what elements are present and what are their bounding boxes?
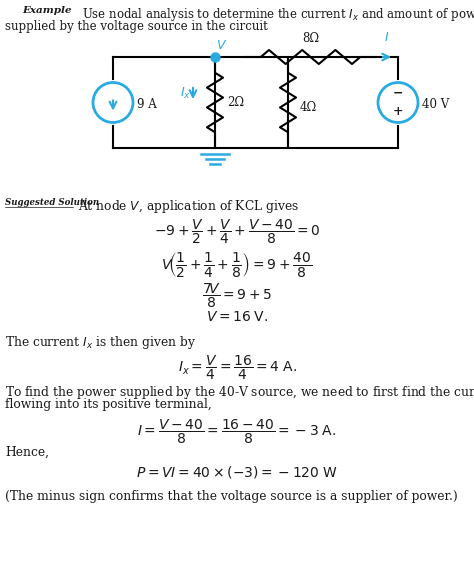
Text: $V$: $V$ (216, 39, 227, 52)
Text: $I_x$: $I_x$ (180, 86, 191, 101)
Text: $\dfrac{7V}{8}=9+5$: $\dfrac{7V}{8}=9+5$ (202, 282, 272, 311)
Text: $I$: $I$ (384, 31, 390, 44)
Text: $-9+\dfrac{V}{2}+\dfrac{V}{4}+\dfrac{V-40}{8}=0$: $-9+\dfrac{V}{2}+\dfrac{V}{4}+\dfrac{V-4… (154, 218, 320, 246)
Text: The current $I_x$ is then given by: The current $I_x$ is then given by (5, 334, 196, 351)
Text: Use nodal analysis to determine the current $I_x$ and amount of power: Use nodal analysis to determine the curr… (82, 6, 474, 23)
Text: $I_x=\dfrac{V}{4}=\dfrac{16}{4}=4\;\mathrm{A.}$: $I_x=\dfrac{V}{4}=\dfrac{16}{4}=4\;\math… (178, 354, 296, 382)
Text: 9 A: 9 A (137, 98, 157, 111)
Text: +: + (392, 105, 403, 118)
Text: 40 V: 40 V (422, 98, 449, 111)
Text: $P=VI=40\times(-3)=-120\;\mathrm{W}$: $P=VI=40\times(-3)=-120\;\mathrm{W}$ (136, 464, 338, 480)
Text: −: − (393, 87, 403, 100)
Text: 4Ω: 4Ω (300, 101, 317, 114)
Text: supplied by the voltage source in the circuit: supplied by the voltage source in the ci… (5, 20, 268, 33)
Text: (The minus sign confirms that the voltage source is a supplier of power.): (The minus sign confirms that the voltag… (5, 490, 458, 503)
Text: At node $V$, application of KCL gives: At node $V$, application of KCL gives (78, 198, 299, 215)
Text: $V\!\left(\dfrac{1}{2}+\dfrac{1}{4}+\dfrac{1}{8}\right)=9+\dfrac{40}{8}$: $V\!\left(\dfrac{1}{2}+\dfrac{1}{4}+\dfr… (162, 250, 312, 279)
Text: flowing into its positive terminal,: flowing into its positive terminal, (5, 398, 212, 411)
Text: 2Ω: 2Ω (227, 96, 244, 109)
Text: Hence,: Hence, (5, 446, 49, 459)
Text: 8Ω: 8Ω (302, 32, 319, 45)
Text: To find the power supplied by the 40-V source, we need to first find the current: To find the power supplied by the 40-V s… (5, 384, 474, 401)
Text: Suggested Solution: Suggested Solution (5, 198, 99, 207)
Text: $V=16\;\mathrm{V.}$: $V=16\;\mathrm{V.}$ (206, 310, 268, 324)
Text: $I=\dfrac{V-40}{8}=\dfrac{16-40}{8}=-3\;\mathrm{A.}$: $I=\dfrac{V-40}{8}=\dfrac{16-40}{8}=-3\;… (137, 418, 337, 447)
Text: Example: Example (22, 6, 72, 15)
